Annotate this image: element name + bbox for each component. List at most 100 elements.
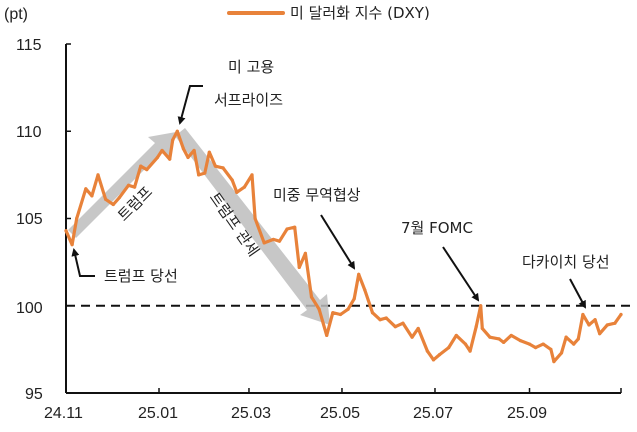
x-tick-label: 25.07 xyxy=(413,405,453,422)
data-point xyxy=(64,229,68,233)
data-point xyxy=(576,337,580,341)
data-point xyxy=(297,265,301,269)
data-point xyxy=(317,307,321,311)
data-point xyxy=(207,150,211,154)
data-point xyxy=(90,194,94,198)
data-point xyxy=(619,312,623,317)
data-point xyxy=(293,225,297,229)
data-point xyxy=(559,351,564,355)
data-point xyxy=(171,138,175,142)
annotation-arrow-election xyxy=(71,248,95,277)
data-point xyxy=(352,297,356,301)
data-point xyxy=(416,326,420,331)
x-tick-label: 24.11 xyxy=(44,405,83,422)
data-point xyxy=(181,147,186,151)
data-point xyxy=(75,216,79,221)
data-point xyxy=(126,183,131,187)
y-tick-label: 115 xyxy=(16,37,42,54)
data-point xyxy=(479,304,483,308)
data-point xyxy=(338,312,343,317)
data-point xyxy=(534,346,538,350)
data-point xyxy=(186,155,190,160)
data-point xyxy=(285,227,289,231)
data-point xyxy=(168,157,172,161)
data-point xyxy=(303,251,307,255)
data-point xyxy=(593,318,597,322)
trend-arrow-up xyxy=(68,132,176,238)
x-tick-label: 25.01 xyxy=(138,405,178,422)
y-tick-label: 105 xyxy=(16,211,43,228)
x-tick-label: 25.03 xyxy=(231,405,271,422)
trend-arrow-down xyxy=(175,128,330,325)
y-tick-label: 110 xyxy=(16,124,42,141)
data-point xyxy=(133,185,137,189)
data-point xyxy=(230,178,234,182)
data-point xyxy=(552,359,556,364)
data-point xyxy=(331,311,335,315)
x-tick-label: 25.05 xyxy=(320,405,360,422)
data-point xyxy=(564,335,568,339)
data-point xyxy=(474,325,478,329)
annotation-trade: 미중 무역협상 xyxy=(273,186,361,204)
data-point xyxy=(221,166,225,170)
data-point xyxy=(549,347,553,351)
data-point xyxy=(325,333,329,338)
annotation-jobs-line1: 미 고용 xyxy=(228,58,274,76)
data-point xyxy=(155,155,160,160)
data-point xyxy=(370,311,375,315)
data-point xyxy=(410,335,414,339)
annotation-jobs-line2: 서프라이즈 xyxy=(214,91,283,109)
data-point xyxy=(117,195,121,200)
data-point xyxy=(104,197,108,201)
data-point xyxy=(454,333,458,338)
legend-label: 미 달러화 지수 (DXY) xyxy=(290,4,430,22)
x-tick-label: 25.09 xyxy=(507,405,547,422)
data-point xyxy=(309,295,314,299)
data-point xyxy=(463,342,468,346)
data-point xyxy=(501,340,506,344)
data-point xyxy=(277,239,282,243)
data-point xyxy=(250,173,254,177)
data-point xyxy=(613,321,617,325)
data-point xyxy=(480,326,484,331)
data-point xyxy=(527,342,532,346)
data-point xyxy=(235,190,239,194)
data-point xyxy=(541,342,545,346)
data-point xyxy=(145,168,149,172)
data-point xyxy=(346,307,350,311)
data-point xyxy=(437,353,442,357)
data-point xyxy=(363,288,367,292)
data-point xyxy=(598,332,602,336)
annotation-fomc: 7월 FOMC xyxy=(401,219,473,237)
y-tick-label: 100 xyxy=(16,300,43,317)
data-point xyxy=(213,164,218,168)
data-point xyxy=(203,171,207,175)
data-point xyxy=(160,148,164,153)
data-point xyxy=(70,243,74,247)
data-point xyxy=(271,237,275,242)
data-point xyxy=(509,333,513,338)
data-point xyxy=(447,346,451,350)
data-point xyxy=(84,187,88,191)
data-point xyxy=(393,325,397,329)
data-point xyxy=(384,316,388,320)
y-tick-label: 95 xyxy=(25,386,43,403)
annotation-arrow-takaichi xyxy=(569,278,586,309)
data-point xyxy=(401,321,405,325)
data-point xyxy=(357,272,361,276)
data-point xyxy=(468,349,472,353)
data-point xyxy=(425,349,429,353)
data-point xyxy=(572,342,576,346)
annotation-arrow-fomc xyxy=(442,246,480,302)
annotation-election: 트럼프 당선 xyxy=(104,267,178,285)
data-point xyxy=(192,148,196,153)
data-point xyxy=(581,312,585,317)
data-point xyxy=(518,339,522,343)
data-point xyxy=(175,129,179,133)
data-point xyxy=(197,173,201,177)
data-point xyxy=(431,358,436,362)
data-point xyxy=(262,241,266,245)
y-axis-label: (pt) xyxy=(4,6,28,23)
data-point xyxy=(497,337,501,341)
